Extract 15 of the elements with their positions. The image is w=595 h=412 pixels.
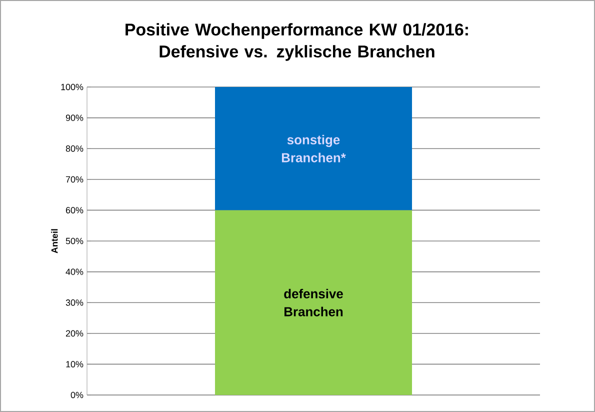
y-tick-label: 40% [66, 268, 84, 275]
series-label: defensive Branchen [284, 288, 343, 316]
y-tick-label: 60% [66, 207, 84, 214]
y-tick-label: 70% [66, 176, 84, 183]
y-tick-label: 10% [66, 361, 84, 368]
y-tick-label: 80% [66, 145, 84, 152]
series-label: sonstige Branchen* [282, 134, 346, 162]
y-tick-label: 0% [70, 392, 84, 398]
y-tick-label: 30% [66, 299, 84, 306]
y-tick-label: 50% [66, 238, 84, 244]
y-axis-title: Anteil [51, 229, 58, 254]
y-tick-label: 100% [61, 84, 84, 90]
y-tick-label: 90% [66, 114, 84, 121]
chart-title: Positive Wochenperformance KW 01/2016: Defensive vs. zyklische Branchen [126, 23, 468, 61]
y-tick-label: 20% [66, 330, 84, 337]
